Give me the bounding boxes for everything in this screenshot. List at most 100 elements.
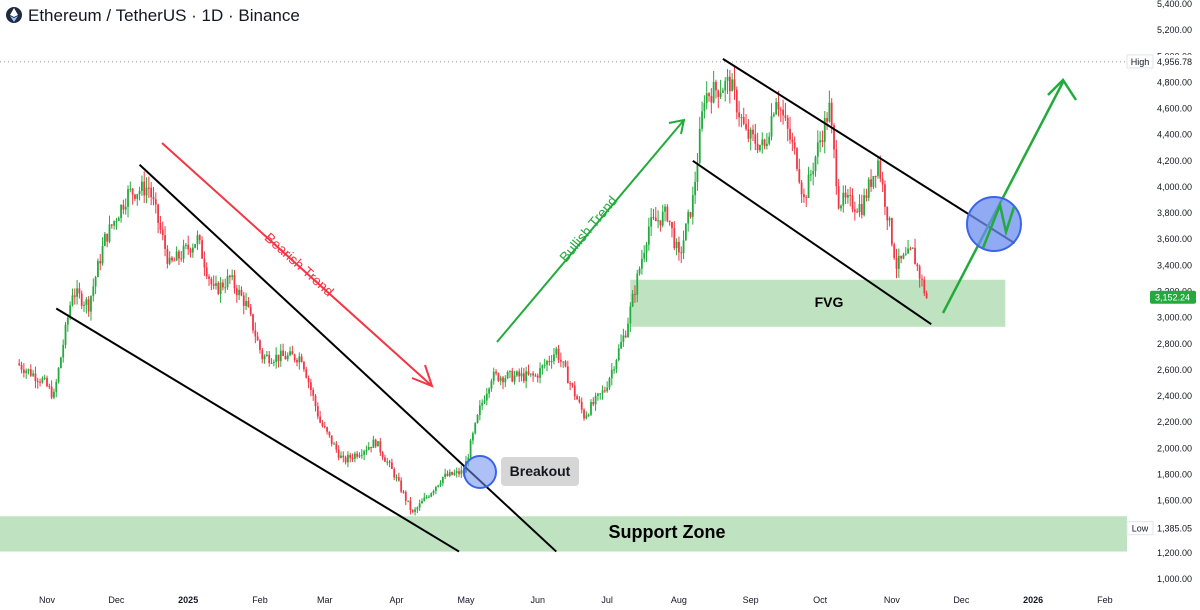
candle-body xyxy=(911,247,914,249)
y-tick-label: 5,400.00 xyxy=(1157,0,1192,9)
y-tick-label: 1,800.00 xyxy=(1157,469,1192,479)
falling-wedge-upper-line xyxy=(138,164,557,553)
candle-body xyxy=(870,179,872,187)
y-tick-label: 4,800.00 xyxy=(1157,77,1192,87)
candle-body xyxy=(390,462,393,469)
candle-body xyxy=(402,491,405,493)
candle-body xyxy=(393,468,396,478)
candle-body xyxy=(550,361,553,363)
projected-path-zigzag xyxy=(981,200,1016,249)
candle-body xyxy=(791,139,794,143)
candle-body xyxy=(740,117,743,119)
candle-body xyxy=(437,485,440,487)
candle-body xyxy=(529,373,532,375)
candle-body xyxy=(453,473,456,475)
candle-body xyxy=(814,156,817,172)
candle-body xyxy=(779,109,782,111)
candle-body xyxy=(266,354,268,356)
candle-body xyxy=(495,371,497,374)
candle-body xyxy=(217,283,220,294)
candle-body xyxy=(921,278,923,280)
candle-body xyxy=(805,197,808,199)
candle-body xyxy=(363,451,366,455)
candle-body xyxy=(25,370,28,374)
candle-body xyxy=(62,344,65,358)
descending-channel-upper-line xyxy=(722,58,1016,244)
candle-body xyxy=(444,473,447,477)
candle-body xyxy=(847,195,849,198)
bullish-trend-arrow xyxy=(496,118,686,343)
candle-body xyxy=(124,206,127,210)
candle-body xyxy=(377,441,379,447)
candle-body xyxy=(904,253,907,255)
candle-body xyxy=(678,241,680,253)
candle-body xyxy=(395,477,398,479)
candle-body xyxy=(733,79,736,90)
candle-body xyxy=(441,476,444,484)
candle-body xyxy=(761,139,764,145)
candle-body xyxy=(539,368,541,378)
candle-body xyxy=(122,205,125,210)
candle-body xyxy=(631,293,634,307)
candle-body xyxy=(365,449,368,452)
candle-body xyxy=(372,439,375,449)
time-axis[interactable]: Nov Dec 2025 Feb Mar Apr May Jun Jul Aug Sep Oct Nov… xyxy=(39,595,1113,605)
candle-body xyxy=(85,299,88,305)
x-tick-label: Dec xyxy=(108,595,125,605)
candle-body xyxy=(509,370,511,373)
candle-body xyxy=(247,300,250,307)
candle-body xyxy=(178,251,180,259)
candle-body xyxy=(428,496,430,498)
candle-body xyxy=(298,356,301,363)
candle-body xyxy=(446,473,449,476)
candle-body xyxy=(765,143,768,146)
candle-body xyxy=(756,143,759,151)
chart-title: Ethereum / TetherUS · 1D · Binance xyxy=(28,6,300,25)
fvg-zone-band xyxy=(630,279,1006,327)
candle-body xyxy=(330,435,333,444)
x-tick-label: Nov xyxy=(884,595,901,605)
y-tick-label: 5,200.00 xyxy=(1157,25,1192,35)
breakout-label-box xyxy=(501,457,579,486)
candle-body xyxy=(886,206,889,221)
candle-body xyxy=(143,181,146,196)
candle-body xyxy=(606,387,609,392)
candle-body xyxy=(41,378,44,383)
candle-body xyxy=(455,471,458,474)
x-tick-label: 2025 xyxy=(178,595,198,605)
candle-body xyxy=(610,369,613,379)
candle-body xyxy=(819,140,822,143)
support-zone-band xyxy=(0,516,1127,552)
candle-body xyxy=(27,369,30,371)
candle-body xyxy=(358,455,361,457)
candle-body xyxy=(793,142,796,149)
candle-body xyxy=(478,405,481,415)
candle-body xyxy=(777,102,780,110)
candle-body xyxy=(386,461,389,463)
candle-body xyxy=(708,93,710,97)
candle-body xyxy=(36,381,39,383)
candle-body xyxy=(141,181,143,191)
x-tick-label: Mar xyxy=(317,595,333,605)
candle-body xyxy=(858,203,861,213)
candle-body xyxy=(914,247,916,265)
svg-text:Low: Low xyxy=(1132,524,1149,534)
candle-body xyxy=(664,206,666,212)
candle-body xyxy=(303,361,305,370)
candle-body xyxy=(411,510,414,512)
candle-body xyxy=(844,192,847,198)
y-tick-label: 3,000.00 xyxy=(1157,313,1192,323)
candle-body xyxy=(94,277,97,287)
candle-body xyxy=(842,192,845,206)
candle-body xyxy=(566,366,569,384)
candle-body xyxy=(863,195,866,216)
candle-body xyxy=(698,128,701,163)
candle-body xyxy=(180,258,183,260)
candle-body xyxy=(710,96,713,103)
svg-text:3,152.24: 3,152.24 xyxy=(1155,293,1190,303)
candle-body xyxy=(205,267,208,277)
candle-body xyxy=(768,136,771,144)
candle-body xyxy=(57,368,60,382)
candle-body xyxy=(492,371,495,381)
